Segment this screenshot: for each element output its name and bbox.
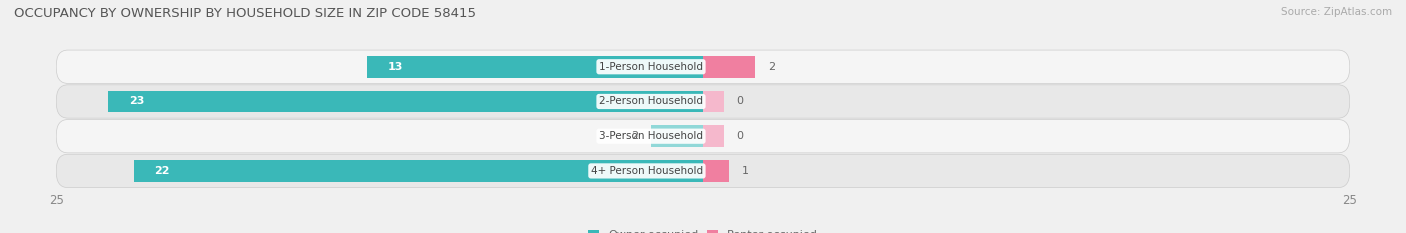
- Bar: [367, 56, 703, 78]
- Text: 1-Person Household: 1-Person Household: [599, 62, 703, 72]
- Text: 4+ Person Household: 4+ Person Household: [591, 166, 703, 176]
- Bar: [703, 91, 724, 112]
- Text: 1: 1: [742, 166, 749, 176]
- Bar: [703, 160, 728, 182]
- Bar: [703, 56, 755, 78]
- Text: 0: 0: [737, 131, 744, 141]
- FancyBboxPatch shape: [56, 154, 1350, 188]
- Text: 3-Person Household: 3-Person Household: [599, 131, 703, 141]
- Legend: Owner-occupied, Renter-occupied: Owner-occupied, Renter-occupied: [588, 230, 818, 233]
- Text: 2: 2: [768, 62, 775, 72]
- Text: 0: 0: [737, 96, 744, 106]
- Text: 23: 23: [129, 96, 143, 106]
- Text: Source: ZipAtlas.com: Source: ZipAtlas.com: [1281, 7, 1392, 17]
- Bar: [108, 91, 703, 112]
- Text: 22: 22: [155, 166, 170, 176]
- Text: 2: 2: [631, 131, 638, 141]
- Text: 2-Person Household: 2-Person Household: [599, 96, 703, 106]
- Bar: [651, 125, 703, 147]
- Bar: [703, 125, 724, 147]
- FancyBboxPatch shape: [56, 85, 1350, 118]
- Text: OCCUPANCY BY OWNERSHIP BY HOUSEHOLD SIZE IN ZIP CODE 58415: OCCUPANCY BY OWNERSHIP BY HOUSEHOLD SIZE…: [14, 7, 477, 20]
- Text: 13: 13: [388, 62, 402, 72]
- FancyBboxPatch shape: [56, 120, 1350, 153]
- FancyBboxPatch shape: [56, 50, 1350, 83]
- Bar: [134, 160, 703, 182]
